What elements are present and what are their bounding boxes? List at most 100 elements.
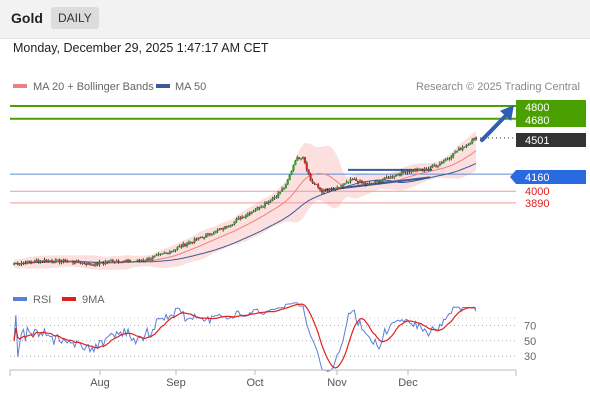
- candle-body: [45, 259, 48, 262]
- candle-body: [161, 253, 164, 255]
- candle-body: [256, 207, 259, 210]
- candle: [24, 260, 27, 265]
- candle: [438, 161, 441, 167]
- chart-datetime: Monday, December 29, 2025 1:47:17 AM CET: [13, 41, 269, 55]
- candle-body: [85, 263, 88, 265]
- candle: [166, 252, 170, 255]
- candle-body: [448, 158, 451, 160]
- x-label-aug: Aug: [90, 377, 110, 389]
- candle-body: [360, 180, 364, 183]
- candle-body: [366, 184, 369, 186]
- candle-body: [307, 169, 310, 175]
- candle-body: [37, 260, 40, 263]
- instrument-title: Gold: [11, 10, 43, 26]
- candle-body: [68, 261, 71, 263]
- candle: [43, 257, 46, 263]
- candle-body: [336, 187, 339, 189]
- candle-body: [182, 243, 185, 247]
- candle: [284, 183, 287, 189]
- candle-body: [402, 170, 405, 172]
- candle-body: [469, 143, 472, 145]
- candle: [315, 183, 318, 185]
- candle-body: [229, 225, 232, 227]
- candle: [258, 206, 261, 211]
- candle-body: [347, 181, 350, 183]
- candle-body: [111, 260, 114, 262]
- candle: [421, 168, 424, 172]
- candle-body: [467, 144, 470, 146]
- candle-body: [267, 201, 270, 204]
- candle: [208, 232, 211, 237]
- candle: [229, 224, 232, 228]
- candle: [355, 177, 358, 182]
- candle: [39, 259, 42, 264]
- candle: [222, 227, 225, 232]
- candle: [322, 188, 326, 194]
- candle: [16, 261, 19, 266]
- candle: [125, 259, 128, 262]
- candle-body: [96, 262, 99, 265]
- candle: [246, 212, 249, 218]
- candle-body: [184, 243, 187, 247]
- rsi-tick-30: 30: [524, 351, 536, 363]
- ma50-line: [13, 163, 477, 265]
- candle: [461, 145, 464, 152]
- candle-body: [412, 170, 415, 172]
- candle-body: [168, 251, 172, 254]
- candle: [383, 176, 386, 181]
- candle-body: [286, 179, 289, 185]
- tag-label-4501: 4501: [525, 135, 549, 147]
- candle: [87, 261, 90, 265]
- candle: [370, 182, 373, 185]
- candle-body: [436, 165, 440, 167]
- candle-body: [284, 184, 287, 189]
- candle: [286, 179, 289, 186]
- candle: [440, 160, 443, 165]
- candle: [343, 183, 346, 186]
- candle-body: [227, 226, 230, 228]
- candle: [244, 214, 248, 219]
- candle-body: [43, 259, 46, 262]
- candle-body: [298, 157, 301, 159]
- candle-body: [24, 262, 27, 264]
- candle: [170, 250, 173, 253]
- candle: [263, 201, 267, 209]
- candle: [203, 237, 206, 240]
- candle-body: [364, 182, 367, 185]
- candle-body: [225, 226, 229, 228]
- candle: [474, 136, 478, 141]
- candle-body: [145, 258, 149, 261]
- candle-body: [163, 253, 166, 255]
- candle: [106, 260, 109, 265]
- candle: [391, 175, 394, 179]
- candle: [18, 263, 21, 266]
- candle: [452, 152, 455, 159]
- timeframe-badge[interactable]: DAILY: [51, 7, 99, 29]
- candle-body: [149, 258, 152, 260]
- candle: [218, 227, 221, 231]
- candle: [398, 172, 402, 177]
- candle: [113, 260, 116, 264]
- candle-body: [246, 213, 249, 216]
- candle: [214, 230, 217, 234]
- candle: [444, 158, 447, 162]
- candle: [410, 169, 413, 174]
- candle-body: [410, 170, 413, 172]
- candle: [45, 259, 48, 263]
- candle-body: [155, 254, 158, 256]
- candle-body: [248, 213, 251, 215]
- candle-body: [98, 262, 101, 265]
- candle: [199, 236, 202, 239]
- candle: [132, 260, 135, 263]
- legend-9ma-label: 9MA: [82, 294, 105, 306]
- candle-body: [334, 187, 337, 190]
- candle: [12, 262, 16, 266]
- candle-body: [294, 160, 297, 166]
- candle: [174, 249, 177, 253]
- candle: [434, 164, 438, 168]
- candle-body: [210, 234, 213, 236]
- candle-body: [214, 230, 217, 234]
- candle-body: [343, 183, 346, 185]
- candle: [220, 228, 223, 230]
- candle: [353, 177, 356, 181]
